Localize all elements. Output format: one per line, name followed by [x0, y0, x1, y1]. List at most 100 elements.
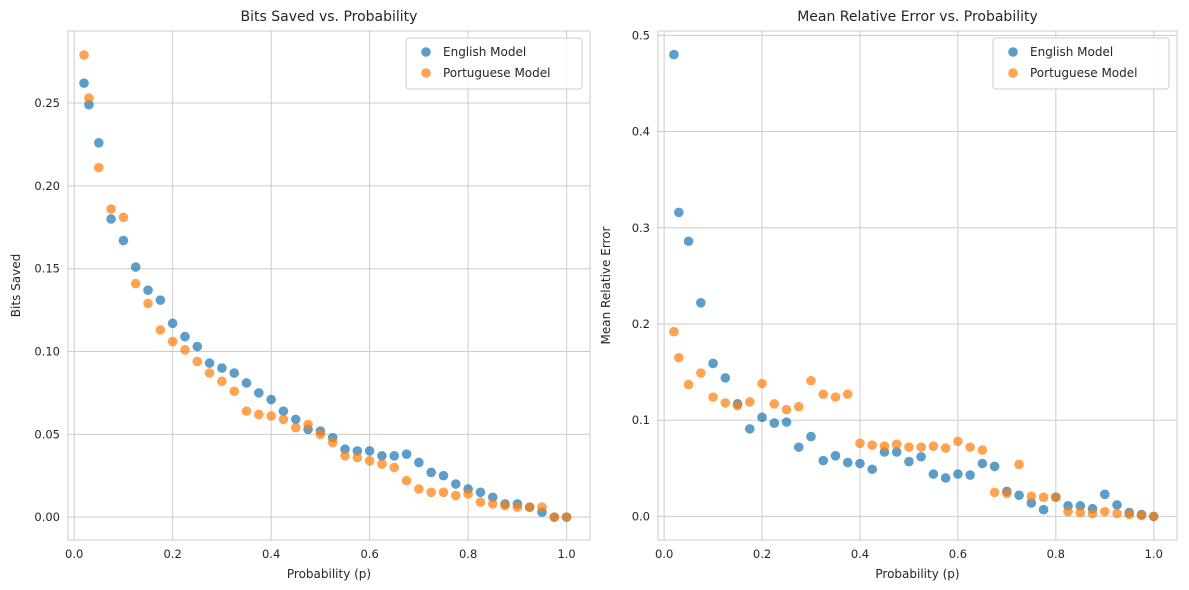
data-point-portuguese: [904, 442, 914, 452]
data-point-portuguese: [940, 443, 951, 453]
data-point-english: [965, 470, 975, 480]
data-point-portuguese: [720, 398, 731, 408]
y-tick-label: 0.10: [34, 345, 60, 359]
y-tick-label: 0.3: [632, 221, 650, 235]
data-point-portuguese: [977, 445, 988, 455]
data-point-portuguese: [426, 487, 436, 498]
data-point-portuguese: [732, 400, 743, 411]
data-point-portuguese: [806, 375, 816, 386]
data-point-portuguese: [842, 389, 853, 400]
data-point-portuguese: [1124, 509, 1135, 520]
data-point-portuguese: [352, 452, 363, 463]
data-point-english: [757, 412, 767, 423]
data-point-english: [867, 464, 878, 475]
data-point-portuguese: [118, 212, 129, 223]
data-point-portuguese: [229, 386, 240, 397]
y-tick-label: 0.0: [632, 509, 650, 523]
data-point-portuguese: [217, 376, 227, 387]
data-point-english: [891, 447, 902, 457]
data-point-portuguese: [327, 437, 338, 448]
data-point-english: [79, 78, 89, 88]
data-point-portuguese: [669, 326, 679, 337]
plot-frame: [67, 30, 591, 541]
y-tick-label: 0.25: [34, 96, 60, 110]
data-point-english: [674, 207, 684, 218]
legend: English Model Portuguese Model: [405, 37, 583, 90]
y-tick-label: 0.2: [632, 317, 650, 331]
data-point-portuguese: [377, 459, 387, 469]
data-point-portuguese: [290, 422, 301, 433]
data-point-portuguese: [315, 429, 326, 440]
data-point-english: [364, 446, 375, 456]
data-point-portuguese: [180, 345, 190, 355]
data-point-english: [130, 262, 141, 272]
x-tick-label: 0.0: [655, 547, 673, 561]
legend-label: Portuguese Model: [443, 66, 550, 80]
data-point-english: [818, 455, 829, 466]
data-point-english: [977, 458, 988, 469]
data-point-english: [940, 473, 951, 483]
x-tick-label: 1.0: [557, 547, 575, 561]
data-point-english: [793, 442, 804, 452]
data-point-english: [855, 458, 865, 469]
data-point-portuguese: [204, 368, 215, 378]
data-point-english: [290, 414, 301, 425]
data-point-portuguese: [757, 378, 767, 389]
data-point-portuguese: [769, 399, 780, 409]
data-point-portuguese: [965, 442, 975, 452]
data-point-english: [720, 373, 731, 383]
data-point-english: [683, 236, 694, 247]
data-point-english: [1099, 489, 1110, 500]
legend-marker: [421, 47, 431, 57]
data-point-english: [217, 363, 227, 373]
data-point-english: [389, 451, 400, 461]
data-point-english: [352, 446, 363, 456]
x-tick-label: 0.4: [851, 547, 869, 561]
data-point-portuguese: [1026, 491, 1037, 502]
legend-marker: [421, 68, 431, 78]
data-point-english: [806, 431, 816, 442]
data-point-portuguese: [401, 475, 412, 486]
data-point-portuguese: [781, 404, 792, 415]
data-point-english: [229, 368, 240, 378]
data-point-english: [167, 318, 178, 329]
x-tick-label: 0.6: [949, 547, 967, 561]
data-point-english: [93, 138, 104, 148]
data-point-english: [487, 492, 498, 503]
y-tick-label: 0.1: [632, 413, 650, 427]
data-point-english: [1026, 498, 1037, 508]
y-tick-label: 0.5: [632, 28, 650, 42]
data-point-english: [143, 285, 153, 296]
y-tick-label: 0.00: [34, 510, 60, 524]
data-point-english: [928, 469, 939, 479]
data-point-english: [669, 49, 679, 60]
chart-panel-2: 0.0 0.2 0.4 0.6 0.8 1.0 0.0 0.1 0.2 0.3 0.4 0.5 Mean…: [599, 9, 1178, 581]
data-point-portuguese: [537, 502, 547, 513]
data-point-english: [377, 451, 387, 461]
legend-label: English Model: [1030, 45, 1113, 59]
x-tick-label: 0.6: [360, 547, 378, 561]
data-point-portuguese: [708, 392, 718, 402]
legend: English Model Portuguese Model: [992, 37, 1170, 90]
data-point-portuguese: [561, 512, 572, 522]
data-point-english: [278, 406, 289, 416]
x-tick-label: 0.2: [753, 547, 771, 561]
data-point-portuguese: [451, 490, 461, 501]
data-point-english: [708, 358, 718, 369]
data-point-portuguese: [79, 50, 89, 60]
data-point-portuguese: [1002, 488, 1012, 499]
data-point-portuguese: [340, 451, 350, 461]
y-tick-label: 0.4: [632, 125, 650, 139]
x-tick-label: 0.8: [1047, 547, 1065, 561]
data-point-portuguese: [696, 368, 706, 378]
legend-marker: [1008, 47, 1018, 57]
x-tick-label: 0.4: [262, 547, 280, 561]
chart-title: Bits Saved vs. Probability: [241, 9, 418, 25]
data-point-portuguese: [155, 325, 166, 335]
data-point-english: [1112, 500, 1122, 510]
data-point-portuguese: [500, 500, 510, 511]
data-point-portuguese: [106, 204, 116, 214]
data-point-english: [118, 235, 129, 246]
data-point-portuguese: [463, 489, 473, 499]
y-axis-label: Bits Saved: [9, 254, 23, 317]
